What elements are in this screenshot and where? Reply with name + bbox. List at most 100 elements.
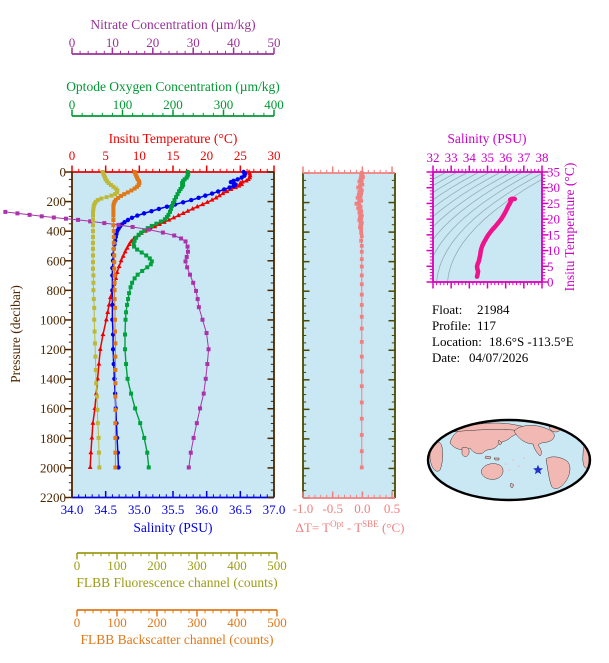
tick-label: 0 — [69, 35, 76, 50]
series-insitu-temperature — [87, 169, 253, 470]
map-land — [429, 422, 590, 489]
tick-label: 0 — [74, 558, 81, 573]
oxygen-axis-title: Optode Oxygen Concentration (µm/kg) — [66, 79, 280, 94]
profile-label: Profile: — [432, 318, 471, 333]
nitrate-axis-title: Nitrate Concentration (µm/kg) — [90, 17, 255, 32]
tick-label: 0 — [74, 615, 81, 630]
tick-label: 100 — [107, 558, 127, 573]
tick-label: 1400 — [40, 372, 66, 387]
ts-salinity-title: Salinity (PSU) — [447, 131, 526, 146]
tick-label: 36.5 — [229, 502, 252, 517]
tick-label: 400 — [264, 97, 284, 112]
location-value: 18.6°S -113.5°E — [489, 334, 574, 349]
land-europe-right-sliver — [577, 431, 589, 439]
tick-label: 30 — [187, 35, 200, 50]
tick-label: 800 — [47, 283, 67, 298]
tick-label: 200 — [147, 558, 167, 573]
tick-label: 400 — [47, 224, 67, 239]
delta-axes: -1.0 -0.5 0.0 0.5 — [293, 166, 400, 516]
tick-label: 35 — [481, 150, 494, 165]
tick-label: 10 — [133, 148, 146, 163]
tick-label: 400 — [227, 558, 247, 573]
tick-label: 30 — [268, 148, 281, 163]
tick-label: 40 — [227, 35, 240, 50]
profile-row: Profile: 117 — [432, 318, 497, 333]
land-australia — [481, 463, 504, 480]
series-optode-oxygen — [123, 170, 191, 470]
delta-label-prefix: ΔT= T — [296, 520, 331, 535]
tick-label: 0.0 — [354, 501, 370, 516]
tick-label: 200 — [47, 194, 67, 209]
world-map — [426, 418, 592, 502]
tick-label: 10 — [547, 243, 560, 258]
series-flbb-fluorescence — [91, 170, 120, 470]
delta-label-mid: - T — [344, 520, 363, 535]
tick-label: 38 — [536, 150, 549, 165]
land-indonesia-1 — [484, 455, 492, 460]
tick-label: 200 — [147, 615, 167, 630]
tick-label: 34 — [463, 150, 477, 165]
delta-plot-background — [303, 173, 395, 498]
float-info: Float: 21984 Profile: 117 Location: 18.6°S … — [432, 302, 574, 365]
tick-label: 10 — [106, 35, 119, 50]
location-row: Location: 18.6°S -113.5°E — [432, 334, 574, 349]
pacific-islands — [505, 457, 525, 471]
tick-label: 25 — [547, 196, 560, 211]
tick-label: 34.5 — [94, 502, 117, 517]
ts-temperature-title: Insitu Temperature (°C) — [562, 163, 577, 292]
density-contours — [433, 172, 542, 282]
tick-label: 20 — [547, 212, 560, 227]
delta-t-axis-label: ΔT= TOpt - TSBE (°C) — [296, 519, 405, 535]
tick-label: 0.5 — [384, 501, 400, 516]
land-new-zealand — [509, 482, 515, 489]
tick-label: 20 — [200, 148, 213, 163]
tick-label: 1800 — [40, 431, 66, 446]
tick-label: 600 — [47, 253, 67, 268]
ts-curve — [474, 196, 518, 279]
date-label: Date: — [432, 350, 460, 365]
tick-label: 0 — [547, 275, 554, 290]
tick-label: 0 — [69, 97, 76, 112]
tick-label: 500 — [267, 615, 287, 630]
series-nitrate — [3, 209, 211, 470]
tick-label: 30 — [547, 180, 560, 195]
delta-t-curve — [354, 170, 365, 470]
tick-label: 35.0 — [128, 502, 151, 517]
profile-value: 117 — [477, 318, 497, 333]
tick-label: 300 — [187, 558, 207, 573]
tick-label: 15 — [547, 227, 560, 242]
delta-t-panel: -1.0 -0.5 0.0 0.5 ΔT= TOpt - TSBE (°C) — [293, 166, 405, 535]
tick-label: 200 — [163, 97, 183, 112]
tick-label: 37.0 — [263, 502, 286, 517]
tick-label: 35 — [547, 165, 560, 180]
tick-label: 500 — [267, 558, 287, 573]
tick-label: 2200 — [40, 490, 66, 505]
tick-label: 400 — [227, 615, 247, 630]
tick-label: 32 — [427, 150, 440, 165]
backscatter-axis-title: FLBB Backscatter channel (counts) — [80, 632, 273, 647]
land-south-america — [545, 456, 571, 489]
tick-label: 1600 — [40, 401, 66, 416]
tick-label: 25 — [234, 148, 247, 163]
tick-label: 1000 — [40, 312, 66, 327]
land-indonesia-2 — [493, 457, 500, 461]
tick-label: 34.0 — [61, 502, 84, 517]
delta-label-sup-sbe: SBE — [362, 519, 379, 529]
float-label: Float: — [432, 302, 462, 317]
main-profile-panel: Nitrate Concentration (µm/kg) Optode Oxy… — [3, 17, 287, 647]
pressure-axis-title: Pressure (decibar) — [8, 285, 23, 383]
tick-label: -1.0 — [293, 501, 314, 516]
land-japan — [497, 439, 503, 446]
tick-label: 36.0 — [195, 502, 218, 517]
tick-label: 35.5 — [162, 502, 185, 517]
tick-label: 0 — [60, 165, 67, 180]
tick-label: -0.5 — [322, 501, 343, 516]
tick-label: 300 — [187, 615, 207, 630]
tick-label: 36 — [499, 150, 513, 165]
tick-label: 100 — [113, 97, 133, 112]
location-label: Location: — [432, 334, 482, 349]
